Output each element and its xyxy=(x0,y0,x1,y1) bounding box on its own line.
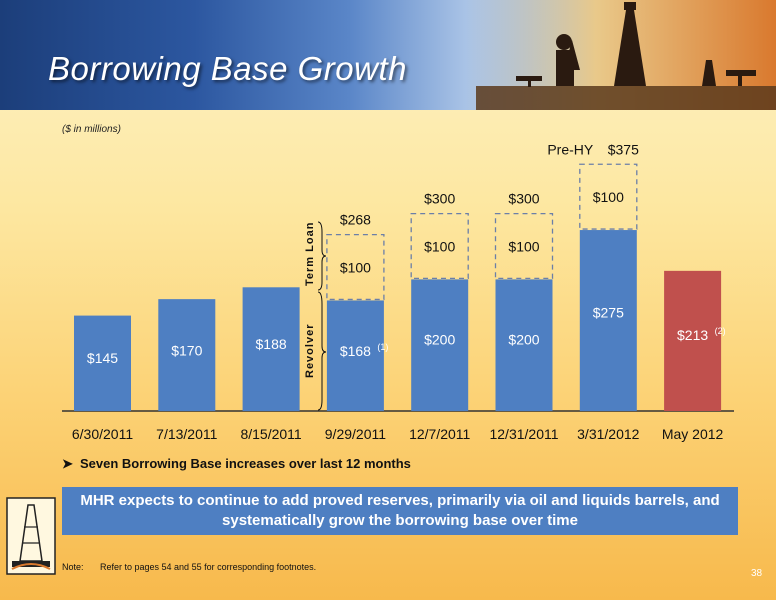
bar-value-label: $275 xyxy=(593,304,624,320)
term-loan-label: $100 xyxy=(340,260,371,276)
category-label: 7/13/2011 xyxy=(156,426,217,442)
bar-value-label: $200 xyxy=(424,332,455,348)
total-label: $300 xyxy=(424,191,455,207)
page-number: 38 xyxy=(751,568,763,579)
total-label: $375 xyxy=(608,141,639,157)
term-loan-segment xyxy=(579,163,638,230)
revolver-brace xyxy=(317,291,327,411)
bar-value-label: $213 xyxy=(677,327,708,343)
bullet-text: Seven Borrowing Base increases over last… xyxy=(80,456,411,471)
revolver-label: Revolver xyxy=(304,323,316,378)
bar-7 xyxy=(579,230,637,411)
total-label: $300 xyxy=(508,191,539,207)
page-title: Borrowing Base Growth xyxy=(48,50,407,87)
term-loan-segment xyxy=(410,212,469,280)
bar-value-label: $170 xyxy=(171,342,202,358)
company-logo xyxy=(6,497,56,575)
callout-box: MHR expects to continue to add proved re… xyxy=(62,487,738,535)
term-loan-brace xyxy=(317,221,327,291)
bullet-point: ➤ Seven Borrowing Base increases over las… xyxy=(62,456,411,472)
category-label: 8/15/2011 xyxy=(240,426,301,442)
term-loan-label: $100 xyxy=(424,239,455,255)
bar-value-label: $168 xyxy=(340,343,371,359)
oil-rig-photo xyxy=(476,0,776,110)
category-label: May 2012 xyxy=(662,426,724,442)
bar-5 xyxy=(411,279,469,411)
bar-6 xyxy=(495,279,553,411)
bar-8 xyxy=(664,270,722,411)
term-loan-label: $100 xyxy=(593,189,624,205)
category-label: 12/7/2011 xyxy=(409,426,470,442)
header-banner: Borrowing Base Growth xyxy=(0,0,776,110)
category-label: 9/29/2011 xyxy=(325,426,386,442)
borrowing-base-chart: $145 6/30/2011 $170 7/13/2011 $188 8/15/2011 $… xyxy=(62,141,734,442)
term-loan-label: Term Loan xyxy=(304,221,316,286)
bar-value-label: $188 xyxy=(256,336,287,352)
bar-2 xyxy=(158,299,216,411)
note-text: Refer to pages 54 and 55 for correspondi… xyxy=(100,562,317,572)
note-label: Note: xyxy=(62,562,84,572)
footnote: Note: Refer to pages 54 and 55 for corres… xyxy=(62,562,316,572)
bar-value-label: $145 xyxy=(87,350,118,366)
category-label: 3/31/2012 xyxy=(577,426,639,442)
term-loan-label: $100 xyxy=(508,239,539,255)
prehy-label: Pre-HY xyxy=(547,141,594,157)
bar-4 xyxy=(326,300,384,411)
arrow-bullet-icon: ➤ xyxy=(62,456,73,471)
footnote-marker: (1) xyxy=(377,342,388,352)
term-loan-segment xyxy=(494,212,554,280)
bar-1 xyxy=(74,315,131,411)
total-label: $268 xyxy=(340,212,371,228)
category-label: 12/31/2011 xyxy=(489,426,558,442)
category-label: 6/30/2011 xyxy=(72,426,133,442)
callout-text: MHR expects to continue to add proved re… xyxy=(80,492,720,529)
bar-value-label: $200 xyxy=(508,332,539,348)
units-label: ($ in millions) xyxy=(62,124,121,135)
term-loan-segment xyxy=(326,234,385,301)
footnote-marker: (2) xyxy=(715,326,726,336)
bar-3 xyxy=(242,287,300,411)
